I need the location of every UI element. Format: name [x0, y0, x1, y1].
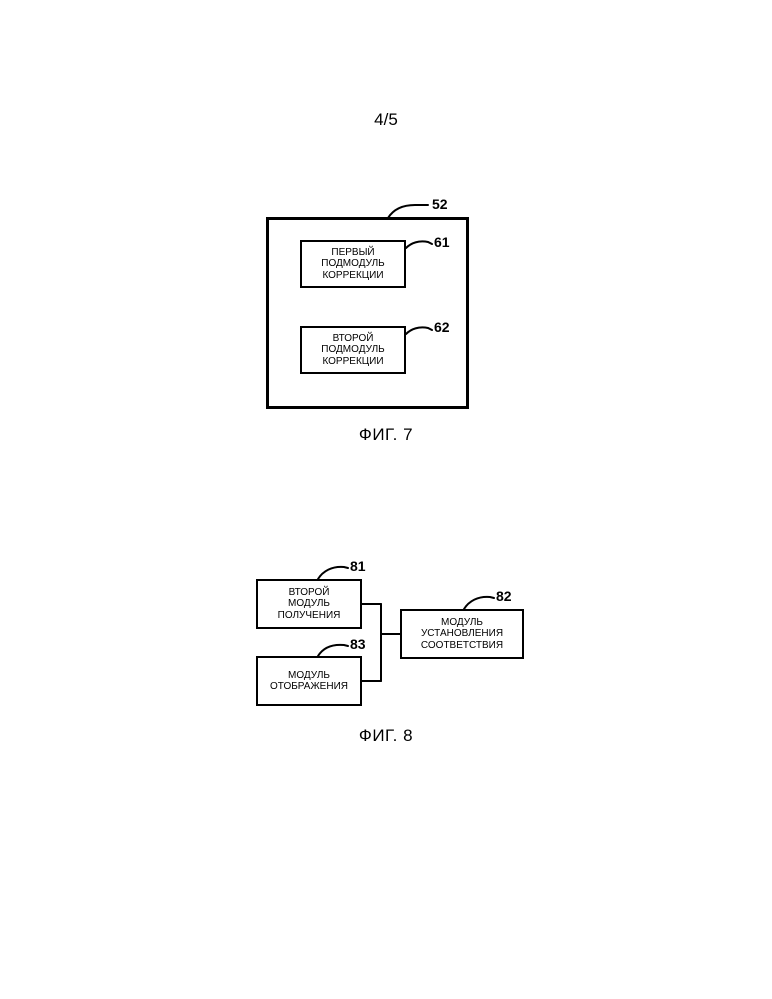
fig8-ref-82: 82 — [496, 588, 512, 604]
fig8-ref-83: 83 — [350, 636, 366, 652]
fig7-box-61-text: ПЕРВЫЙПОДМОДУЛЬКОРРЕКЦИИ — [321, 247, 384, 282]
fig8-leader-82 — [464, 597, 494, 609]
fig7-ref-61: 61 — [434, 234, 450, 250]
fig7-ref-62: 62 — [434, 319, 450, 335]
fig8-box-82-text: МОДУЛЬУСТАНОВЛЕНИЯСООТВЕТСТВИЯ — [421, 617, 503, 652]
page: 4/5 ПЕРВЫЙПОДМОДУЛЬКОРРЕКЦИИ ВТОРОЙПОДМО… — [0, 0, 772, 999]
fig8-box-81: ВТОРОЙМОДУЛЬПОЛУЧЕНИЯ — [256, 579, 362, 629]
leader-lines — [0, 0, 772, 999]
page-number: 4/5 — [0, 110, 772, 130]
fig8-box-82: МОДУЛЬУСТАНОВЛЕНИЯСООТВЕТСТВИЯ — [400, 609, 524, 659]
fig7-ref-52: 52 — [432, 196, 448, 212]
fig7-box-62: ВТОРОЙПОДМОДУЛЬКОРРЕКЦИИ — [300, 326, 406, 374]
fig8-caption: ФИГ. 8 — [0, 726, 772, 746]
fig8-leader-81 — [318, 567, 348, 579]
fig7-box-62-text: ВТОРОЙПОДМОДУЛЬКОРРЕКЦИИ — [321, 333, 384, 368]
fig8-leader-83 — [318, 645, 348, 656]
fig7-caption: ФИГ. 7 — [0, 425, 772, 445]
fig7-box-61: ПЕРВЫЙПОДМОДУЛЬКОРРЕКЦИИ — [300, 240, 406, 288]
fig8-box-83: МОДУЛЬОТОБРАЖЕНИЯ — [256, 656, 362, 706]
fig8-ref-81: 81 — [350, 558, 366, 574]
fig8-box-83-text: МОДУЛЬОТОБРАЖЕНИЯ — [270, 670, 348, 693]
fig8-box-81-text: ВТОРОЙМОДУЛЬПОЛУЧЕНИЯ — [278, 587, 341, 622]
